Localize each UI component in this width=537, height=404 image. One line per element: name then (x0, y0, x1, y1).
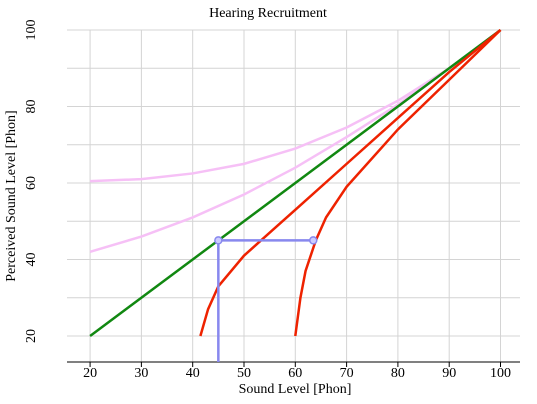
x-tick-label: 100 (490, 366, 511, 381)
y-tick-label: 100 (24, 20, 39, 41)
y-tick-label: 80 (24, 99, 39, 113)
x-tick-label: 60 (288, 366, 302, 381)
y-axis-label: Perceived Sound Level [Phon] (4, 110, 19, 281)
y-tick-label: 60 (24, 176, 39, 190)
x-tick-label: 80 (391, 366, 405, 381)
point-marker (214, 236, 223, 245)
x-axis-label: Sound Level [Phon] (239, 382, 352, 397)
series-line (294, 29, 502, 337)
x-tick-label: 30 (134, 366, 148, 381)
x-tick-label: 20 (83, 366, 97, 381)
x-tick-label: 70 (340, 366, 354, 381)
chart-title: Hearing Recruitment (209, 6, 327, 21)
x-tick-label: 50 (237, 366, 251, 381)
point-marker (309, 236, 318, 245)
series-line (89, 28, 502, 337)
y-tick-label: 40 (24, 252, 39, 266)
series-line (199, 29, 502, 337)
x-tick-label: 90 (442, 366, 456, 381)
x-tick-label: 40 (186, 366, 200, 381)
y-tick-label: 20 (24, 329, 39, 343)
